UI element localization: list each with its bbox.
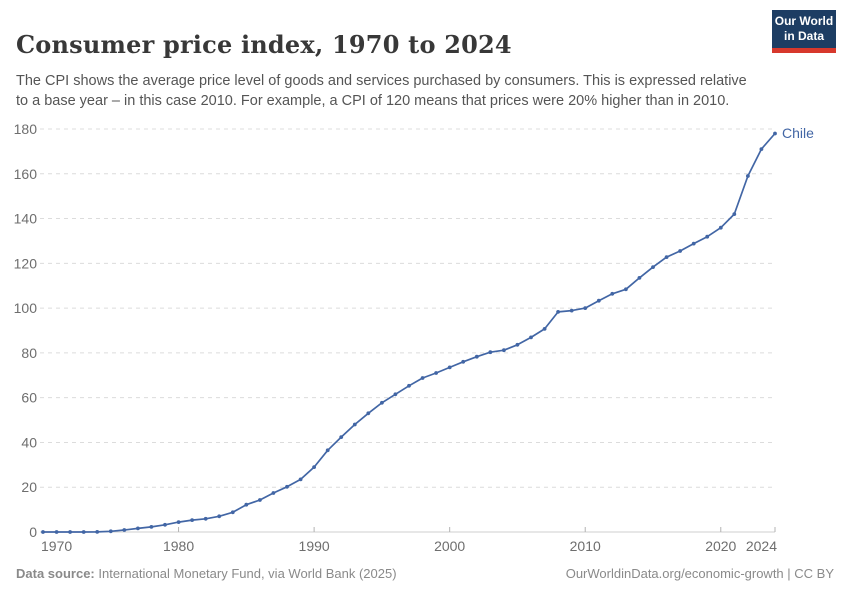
data-point-2024 <box>773 131 777 136</box>
y-tick-label-40: 40 <box>21 434 37 450</box>
data-point-2016 <box>664 255 669 259</box>
data-point-2018 <box>691 241 696 246</box>
chart-footer: Data source: International Monetary Fund… <box>16 566 834 581</box>
data-point-1970 <box>41 530 45 534</box>
x-tick-label-2020: 2020 <box>705 538 736 554</box>
data-point-1975 <box>108 529 113 534</box>
data-point-1977 <box>136 526 140 531</box>
data-point-1980 <box>176 520 181 524</box>
x-tick-label-2000: 2000 <box>434 538 465 554</box>
data-point-1982 <box>203 516 208 521</box>
y-tick-label-80: 80 <box>21 345 37 361</box>
y-tick-label-140: 140 <box>14 211 38 227</box>
x-tick-label-1970: 1970 <box>41 538 72 554</box>
owid-logo: Our World in Data <box>772 10 836 53</box>
data-point-2013 <box>624 287 628 292</box>
entity-label-chile: Chile <box>782 125 814 141</box>
y-tick-label-120: 120 <box>14 255 38 271</box>
x-tick-label-2010: 2010 <box>570 538 601 554</box>
data-point-1986 <box>258 498 262 502</box>
x-tick-label-1980: 1980 <box>163 538 194 554</box>
data-point-1987 <box>271 491 276 495</box>
data-point-1972 <box>68 530 72 534</box>
data-point-2007 <box>542 327 547 331</box>
y-tick-label-180: 180 <box>14 121 38 137</box>
data-point-2022 <box>746 174 750 178</box>
data-point-2006 <box>529 335 533 340</box>
data-point-1998 <box>420 376 425 380</box>
data-point-2001 <box>461 359 466 364</box>
data-point-2003 <box>488 350 493 355</box>
series-line-chile <box>42 132 776 533</box>
data-point-1996 <box>393 392 398 397</box>
data-point-2010 <box>583 306 588 310</box>
y-tick-label-100: 100 <box>14 300 38 316</box>
data-point-2014 <box>637 276 642 280</box>
y-tick-label-160: 160 <box>14 166 38 182</box>
data-point-2023 <box>759 147 764 152</box>
data-point-2008 <box>556 310 560 314</box>
page-title: Consumer price index, 1970 to 2024 <box>16 30 512 60</box>
x-tick-label-1990: 1990 <box>299 538 330 554</box>
data-point-2020 <box>718 225 723 230</box>
data-point-1992 <box>339 435 344 439</box>
data-point-2015 <box>651 265 655 269</box>
data-point-1985 <box>244 502 249 507</box>
data-point-1976 <box>122 528 127 532</box>
data-point-2011 <box>596 298 601 303</box>
data-point-2019 <box>705 234 710 239</box>
owid-logo-line2: in Data <box>783 29 824 43</box>
x-tick-label-2024: 2024 <box>746 538 777 554</box>
data-point-1974 <box>95 530 100 534</box>
data-point-1978 <box>149 525 154 529</box>
data-point-1979 <box>163 522 167 527</box>
data-point-1993 <box>352 422 357 427</box>
data-point-1997 <box>407 383 411 388</box>
data-point-2009 <box>569 308 574 313</box>
data-point-1995 <box>380 400 384 405</box>
data-point-2012 <box>610 291 615 296</box>
data-point-2005 <box>515 342 520 347</box>
data-source-note: Data source: International Monetary Fund… <box>16 566 397 581</box>
owid-logo-line1: Our World <box>774 14 834 29</box>
data-point-1988 <box>285 484 289 489</box>
data-point-1973 <box>81 530 86 534</box>
data-point-1984 <box>230 510 235 515</box>
data-point-1983 <box>217 514 222 519</box>
data-point-2000 <box>447 365 452 370</box>
data-point-1989 <box>298 477 303 482</box>
data-point-2017 <box>678 249 682 253</box>
y-tick-label-60: 60 <box>21 390 37 406</box>
data-point-1990 <box>312 465 316 469</box>
data-point-2021 <box>732 212 737 217</box>
y-tick-label-20: 20 <box>21 479 37 495</box>
chart-subtitle: The CPI shows the average price level of… <box>16 72 747 110</box>
owid-footer-link[interactable]: OurWorldinData.org/economic-growth | CC … <box>565 566 834 581</box>
data-source-text: International Monetary Fund, via World B… <box>94 566 397 581</box>
data-point-1991 <box>325 448 330 453</box>
y-tick-label-0: 0 <box>29 524 37 540</box>
data-point-2004 <box>502 348 506 353</box>
data-point-1999 <box>434 371 438 375</box>
data-point-1994 <box>366 411 371 416</box>
data-point-2002 <box>474 354 479 359</box>
data-source-label: Data source: <box>16 566 95 581</box>
data-point-1971 <box>54 530 59 534</box>
data-point-1981 <box>190 518 195 522</box>
